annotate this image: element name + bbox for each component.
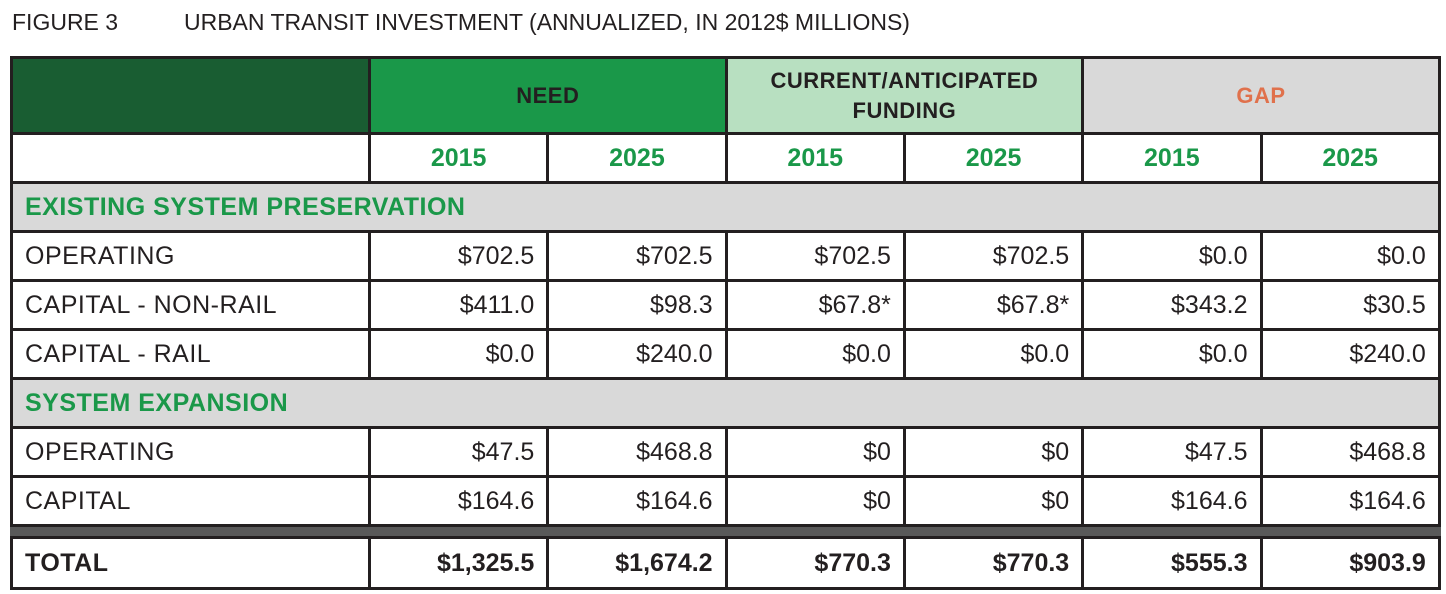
year-header-gap-2025: 2025 bbox=[1259, 132, 1441, 184]
total-cell: $1,325.5 bbox=[367, 536, 550, 590]
table-row: CAPITAL - RAIL $0.0 $240.0 $0.0 $0.0 $0.… bbox=[10, 328, 1441, 380]
table-cell: $0 bbox=[902, 426, 1085, 478]
table-cell: $164.6 bbox=[1259, 475, 1441, 527]
section-header-row: SYSTEM EXPANSION bbox=[10, 377, 1441, 429]
section-title-system-expansion: SYSTEM EXPANSION bbox=[10, 377, 1441, 429]
group-header-funding: CURRENT/ANTICIPATED FUNDING bbox=[724, 56, 1085, 135]
table-cell: $240.0 bbox=[1259, 328, 1441, 380]
table-cell: $67.8* bbox=[902, 279, 1085, 331]
table-cell: $0.0 bbox=[1081, 328, 1263, 380]
total-label: TOTAL bbox=[10, 536, 371, 590]
section-header-row: EXISTING SYSTEM PRESERVATION bbox=[10, 181, 1441, 233]
year-header-funding-2025: 2025 bbox=[902, 132, 1085, 184]
table-cell: $343.2 bbox=[1081, 279, 1263, 331]
figure-title: URBAN TRANSIT INVESTMENT (ANNUALIZED, IN… bbox=[184, 9, 910, 35]
row-label: CAPITAL - NON-RAIL bbox=[10, 279, 371, 331]
total-row: TOTAL $1,325.5 $1,674.2 $770.3 $770.3 $5… bbox=[10, 536, 1441, 590]
table-cell: $0.0 bbox=[1081, 230, 1263, 282]
row-label: CAPITAL bbox=[10, 475, 371, 527]
year-header-row: 2015 2025 2015 2025 2015 2025 bbox=[10, 132, 1441, 184]
table-cell: $164.6 bbox=[1081, 475, 1263, 527]
table-cell: $47.5 bbox=[367, 426, 550, 478]
row-label: OPERATING bbox=[10, 230, 371, 282]
year-header-need-2015: 2015 bbox=[367, 132, 550, 184]
group-header-funding-line1: CURRENT/ANTICIPATED bbox=[770, 67, 1039, 93]
year-header-need-2025: 2025 bbox=[546, 132, 728, 184]
total-cell: $903.9 bbox=[1259, 536, 1441, 590]
table-cell: $411.0 bbox=[367, 279, 550, 331]
table-row: OPERATING $702.5 $702.5 $702.5 $702.5 $0… bbox=[10, 230, 1441, 282]
table-cell: $0 bbox=[902, 475, 1085, 527]
year-header-gap-2015: 2015 bbox=[1081, 132, 1263, 184]
total-cell: $770.3 bbox=[724, 536, 906, 590]
table-cell: $468.8 bbox=[546, 426, 728, 478]
year-header-blank bbox=[10, 132, 371, 184]
table-cell: $702.5 bbox=[902, 230, 1085, 282]
group-header-need: NEED bbox=[368, 56, 728, 135]
row-label: OPERATING bbox=[10, 426, 371, 478]
table-cell: $0.0 bbox=[367, 328, 550, 380]
group-header-gap: GAP bbox=[1081, 56, 1441, 135]
table-row: CAPITAL - NON-RAIL $411.0 $98.3 $67.8* $… bbox=[10, 279, 1441, 331]
year-header-funding-2015: 2015 bbox=[724, 132, 906, 184]
table-cell: $98.3 bbox=[546, 279, 728, 331]
table-cell: $702.5 bbox=[367, 230, 550, 282]
total-cell: $770.3 bbox=[902, 536, 1085, 590]
table-cell: $164.6 bbox=[367, 475, 550, 527]
table-cell: $0 bbox=[724, 426, 906, 478]
table-cell: $0.0 bbox=[1259, 230, 1441, 282]
total-cell: $1,674.2 bbox=[546, 536, 728, 590]
group-header-funding-line2: FUNDING bbox=[852, 97, 957, 123]
table-cell: $0.0 bbox=[724, 328, 906, 380]
table-cell: $240.0 bbox=[546, 328, 728, 380]
figure-number: FIGURE 3 bbox=[12, 9, 119, 35]
table-cell: $0.0 bbox=[902, 328, 1085, 380]
section-title-existing-system-preservation: EXISTING SYSTEM PRESERVATION bbox=[10, 181, 1441, 233]
row-label: CAPITAL - RAIL bbox=[10, 328, 371, 380]
table-cell: $47.5 bbox=[1081, 426, 1263, 478]
total-divider-bar bbox=[10, 524, 1441, 539]
table-cell: $0 bbox=[724, 475, 906, 527]
table-row: CAPITAL $164.6 $164.6 $0 $0 $164.6 $164.… bbox=[10, 475, 1441, 527]
table-cell: $702.5 bbox=[546, 230, 728, 282]
total-divider-row bbox=[10, 524, 1441, 539]
table-cell: $702.5 bbox=[724, 230, 906, 282]
total-cell: $555.3 bbox=[1081, 536, 1263, 590]
figure-caption: FIGURE 3 URBAN TRANSIT INVESTMENT (ANNUAL… bbox=[12, 6, 910, 38]
table-row: OPERATING $47.5 $468.8 $0 $0 $47.5 $468.… bbox=[10, 426, 1441, 478]
table-cell: $30.5 bbox=[1259, 279, 1441, 331]
group-header-row: NEED CURRENT/ANTICIPATED FUNDING GAP bbox=[10, 56, 1441, 135]
transit-investment-table: NEED CURRENT/ANTICIPATED FUNDING GAP 201… bbox=[10, 56, 1441, 590]
header-corner-cell bbox=[10, 56, 371, 135]
table-cell: $67.8* bbox=[724, 279, 906, 331]
table-cell: $164.6 bbox=[546, 475, 728, 527]
table-cell: $468.8 bbox=[1259, 426, 1441, 478]
